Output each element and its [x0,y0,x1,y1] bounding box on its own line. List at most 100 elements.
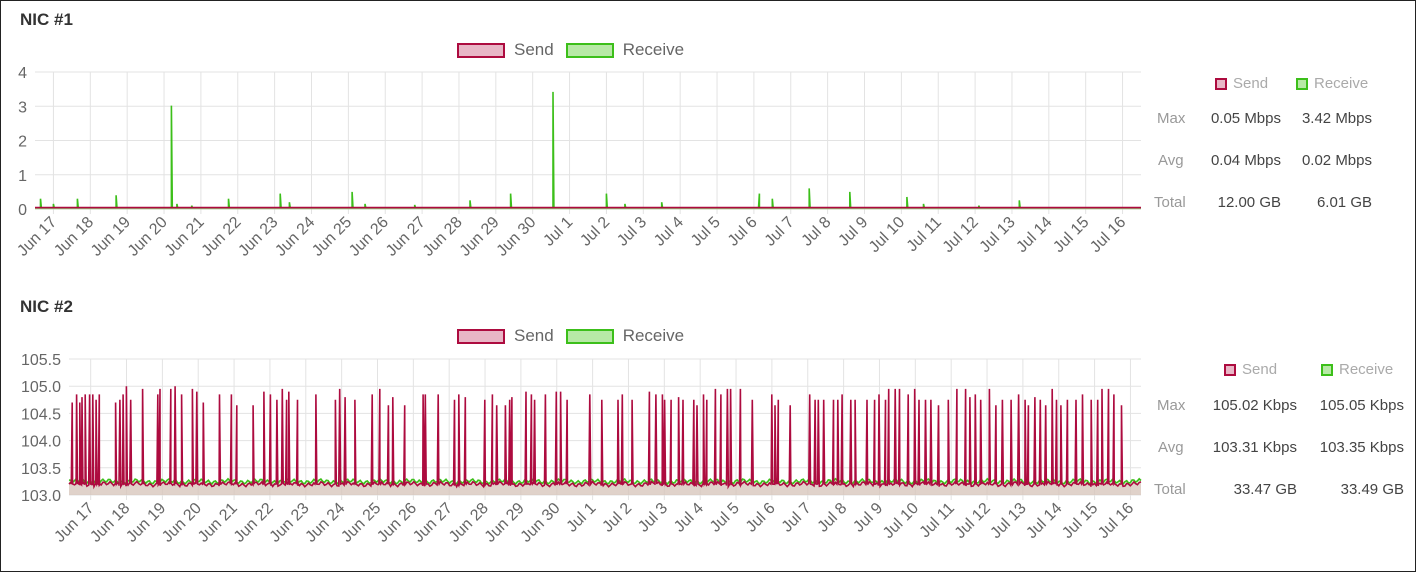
send-square-icon [1224,363,1236,376]
x-tick-label: Jun 30 [518,500,564,546]
nic2-max-receive: 105.05 Kbps [1319,397,1404,414]
nic2-total-label: Total [1154,481,1186,498]
x-tick-label: Jul 11 [904,214,945,255]
receive-swatch [565,328,614,344]
x-tick-label: Jun 29 [482,500,528,546]
x-tick-label: Jun 29 [457,214,503,260]
y-tick-label: 3 [18,99,27,116]
x-tick-label: Jun 18 [87,500,133,546]
y-tick-label: 4 [18,65,27,82]
nic1-panel: NIC #1 Send Receive 0 1 2 3 4 Jun 17 Jun 18 Jun… [1,1,1415,286]
nic1-legend-receive[interactable]: Receive [565,40,685,60]
nic2-stats-receive-label: Receive [1339,361,1394,378]
nic1-avg-send: 0.04 Mbps [1210,152,1281,169]
nic2-max-label: Max [1157,397,1186,414]
nic2-panel: NIC #2 Send Receive 103.0 103.5 104.0 104.5… [1,288,1415,571]
nic1-legend-send-label: Send [514,40,554,59]
x-tick-label: Jun 27 [410,500,456,546]
nic2-stats-header-send: Send [1224,361,1277,378]
nic2-total-receive: 33.49 GB [1340,481,1404,498]
x-tick-label: Jul 3 [635,500,671,536]
x-tick-label: Jun 23 [235,214,281,260]
x-tick-label: Jul 15 [1050,214,1092,256]
nic2-total-send: 33.47 GB [1233,481,1297,498]
y-tick-label: 104.5 [21,406,61,423]
x-tick-label: Jul 11 [917,500,958,541]
x-tick-label: Jun 25 [338,500,384,546]
x-tick-label: Jun 22 [199,214,245,260]
x-tick-label: Jun 17 [14,214,60,260]
nic1-max-receive: 3.42 Mbps [1301,110,1372,127]
y-tick-label: 103.0 [21,488,61,505]
x-tick-label: Jun 21 [195,500,241,546]
y-tick-label: 1 [18,168,27,185]
y-tick-label: 103.5 [21,461,61,478]
x-tick-label: Jun 19 [88,214,134,260]
nic2-title: NIC #2 [20,297,73,316]
y-tick-label: 104.0 [21,434,61,451]
nic1-legend: Send Receive [457,40,696,60]
x-tick-label: Jul 14 [1013,214,1055,256]
nic1-avg-label: Avg [1158,152,1184,169]
nic1-legend-receive-label: Receive [622,40,685,59]
send-swatch [457,42,505,58]
nic2-legend-send[interactable]: Send [457,326,554,346]
x-tick-label: Jul 2 [577,214,613,250]
x-tick-label: Jul 8 [799,214,835,250]
nic2-avg-receive: 103.35 Kbps [1319,439,1404,456]
x-tick-label: Jun 24 [302,500,348,546]
x-tick-label: Jul 8 [815,500,851,536]
nic1-title: NIC #1 [20,10,73,29]
x-tick-label: Jul 5 [707,500,743,536]
x-tick-label: Jun 20 [159,500,205,546]
nic1-stats-header-receive: Receive [1296,75,1368,92]
x-tick-label: Jun 26 [374,500,420,546]
nic1-max-label: Max [1157,110,1186,127]
x-tick-label: Jun 26 [346,214,392,260]
x-tick-label: Jun 30 [494,214,540,260]
nic1-total-receive: 6.01 GB [1316,194,1372,211]
x-tick-label: Jul 13 [977,214,1019,256]
x-tick-label: Jun 23 [267,500,313,546]
nic2-avg-label: Avg [1158,439,1184,456]
x-tick-label: Jun 28 [420,214,466,260]
nic2-legend-receive[interactable]: Receive [565,326,685,346]
x-tick-label: Jul 7 [762,214,798,250]
receive-swatch [565,42,614,58]
x-tick-label: Jul 4 [671,500,707,536]
x-tick-label: Jul 3 [614,214,650,250]
x-tick-label: Jul 10 [880,500,922,542]
x-tick-label: Jul 7 [779,500,815,536]
x-tick-label: Jul 12 [952,500,994,542]
nic1-stats-send-label: Send [1233,75,1269,92]
x-tick-label: Jul 6 [743,500,779,536]
send-square-icon [1215,77,1227,90]
x-tick-label: Jun 18 [51,214,97,260]
x-tick-label: Jul 16 [1087,214,1129,256]
x-tick-label: Jun 24 [272,214,318,260]
nic1-legend-send[interactable]: Send [457,40,554,60]
x-tick-label: Jul 15 [1059,500,1101,542]
nic1-max-send: 0.05 Mbps [1210,110,1281,127]
receive-square-icon [1321,363,1333,376]
x-tick-label: Jul 14 [1023,500,1065,542]
nic2-stats-header-receive: Receive [1321,361,1393,378]
nic2-legend: Send Receive [457,326,696,346]
receive-series-line [68,477,1142,486]
nic2-legend-receive-label: Receive [622,326,685,345]
x-tick-label: Jun 27 [383,214,429,260]
x-tick-label: Jul 4 [651,214,687,250]
nic1-total-label: Total [1154,194,1186,211]
x-tick-label: Jul 10 [866,214,908,256]
x-tick-label: Jun 28 [446,500,492,546]
nic2-stats-send-label: Send [1242,361,1278,378]
y-tick-label: 105.0 [21,379,61,396]
x-tick-label: Jul 13 [987,500,1029,542]
nic2-max-send: 105.02 Kbps [1212,397,1297,414]
x-tick-label: Jul 6 [725,214,761,250]
nic1-stats-receive-label: Receive [1314,75,1369,92]
x-tick-label: Jul 1 [540,214,576,250]
nic1-total-send: 12.00 GB [1217,194,1281,211]
